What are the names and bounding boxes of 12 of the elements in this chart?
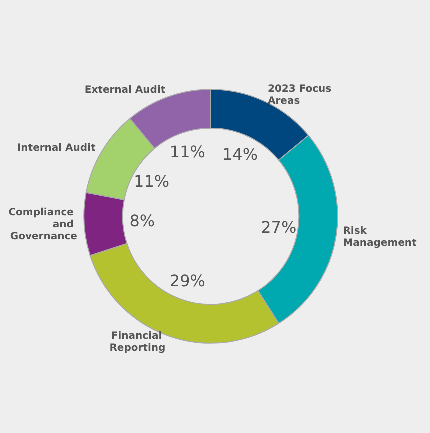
slice-label: Internal Audit bbox=[17, 142, 96, 154]
slice-label: Compliance and Governance bbox=[8, 207, 78, 242]
data-label: 11% bbox=[134, 172, 170, 191]
data-label: 14% bbox=[222, 144, 258, 164]
slice-label: 2023 Focus Areas bbox=[268, 84, 336, 107]
data-label: 29% bbox=[170, 272, 206, 291]
slice-label: Financial Reporting bbox=[110, 330, 166, 354]
data-label: 27% bbox=[261, 218, 297, 237]
slice-label: External Audit bbox=[84, 85, 166, 96]
slice-label: Risk Management bbox=[343, 226, 418, 249]
data-label: 11% bbox=[170, 142, 206, 162]
data-label: 8% bbox=[130, 211, 156, 230]
